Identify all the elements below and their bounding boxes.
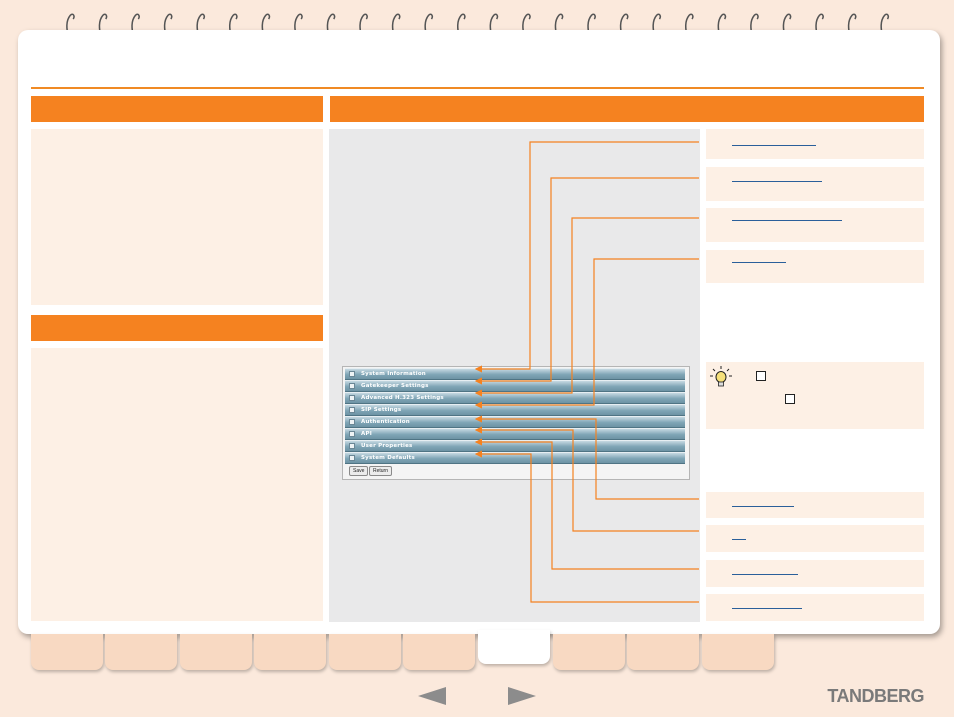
expand-icon	[349, 395, 355, 401]
callout-gatekeeper-settings	[706, 167, 924, 201]
callout-system-information	[706, 129, 924, 159]
connector-line	[474, 438, 699, 570]
link-underline[interactable]	[732, 608, 802, 609]
tab-8[interactable]	[553, 634, 625, 670]
section-label: Gatekeeper Settings	[361, 383, 429, 389]
link-underline[interactable]	[732, 181, 822, 182]
connector-line	[474, 415, 699, 500]
connector-line	[474, 426, 699, 532]
settings-screenshot: System Information Gatekeeper Settings A…	[342, 366, 690, 480]
expand-icon	[349, 455, 355, 461]
section-label: Authentication	[361, 419, 410, 425]
left-section-header-bar	[31, 315, 323, 341]
header-rule	[31, 87, 924, 89]
left-header-bar	[31, 96, 323, 122]
link-underline[interactable]	[732, 145, 816, 146]
section-api[interactable]: API	[345, 428, 685, 440]
expand-icon	[349, 419, 355, 425]
return-button[interactable]: Return	[369, 466, 393, 476]
tip-box	[706, 362, 924, 429]
callout-sip-settings	[706, 250, 924, 283]
connector-line	[474, 217, 699, 397]
tab-10[interactable]	[702, 634, 774, 670]
callout-user-properties	[706, 560, 924, 587]
connector-line	[474, 258, 699, 409]
save-button[interactable]: Save	[349, 466, 369, 476]
tab-1[interactable]	[31, 634, 103, 670]
left-bottom-panel	[31, 348, 323, 621]
right-arrow-icon[interactable]	[508, 687, 536, 705]
expand-icon	[349, 431, 355, 437]
section-label: User Properties	[361, 443, 413, 449]
callout-api	[706, 525, 924, 552]
section-user-properties[interactable]: User Properties	[345, 440, 685, 452]
checkbox-icon	[785, 394, 795, 404]
tab-4[interactable]	[254, 634, 326, 670]
brand-logo: TANDBERG	[827, 686, 924, 706]
callout-advanced-h323	[706, 208, 924, 242]
section-label: SIP Settings	[361, 407, 402, 413]
section-label: API	[361, 431, 372, 437]
section-label: Advanced H.323 Settings	[361, 395, 444, 401]
lightbulb-icon	[710, 366, 732, 387]
connector-line	[474, 450, 699, 603]
right-header-bar	[330, 96, 924, 122]
expand-icon	[349, 371, 355, 377]
link-underline[interactable]	[732, 574, 798, 575]
tab-2[interactable]	[105, 634, 177, 670]
callout-authentication	[706, 492, 924, 518]
link-underline[interactable]	[732, 539, 746, 540]
connector-line	[474, 177, 699, 385]
tab-6[interactable]	[403, 634, 475, 670]
left-top-panel	[31, 129, 323, 305]
link-underline[interactable]	[732, 220, 842, 221]
section-authentication[interactable]: Authentication	[345, 416, 685, 428]
connector-line	[474, 141, 699, 373]
section-label: System Defaults	[361, 455, 415, 461]
link-underline[interactable]	[732, 262, 786, 263]
callout-system-defaults	[706, 594, 924, 621]
left-arrow-icon[interactable]	[418, 687, 446, 705]
section-label: System Information	[361, 371, 426, 377]
tab-5[interactable]	[329, 634, 401, 670]
link-underline[interactable]	[732, 506, 794, 507]
expand-icon	[349, 383, 355, 389]
tab-9[interactable]	[627, 634, 699, 670]
tab-7-active[interactable]	[478, 630, 550, 664]
section-system-defaults[interactable]: System Defaults	[345, 452, 685, 464]
expand-icon	[349, 443, 355, 449]
expand-icon	[349, 407, 355, 413]
tab-3[interactable]	[180, 634, 252, 670]
checkbox-icon	[756, 371, 766, 381]
